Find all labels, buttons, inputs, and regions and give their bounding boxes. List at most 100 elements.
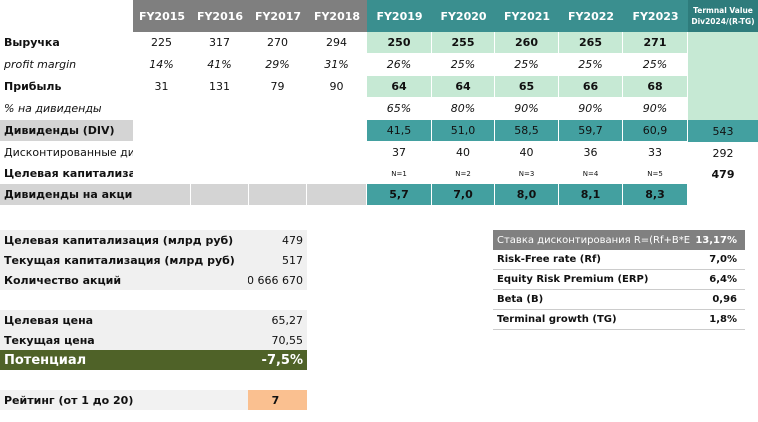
terminal-cell bbox=[688, 54, 758, 76]
cell bbox=[191, 164, 249, 184]
cell: 59,7 bbox=[559, 120, 623, 142]
cell: 58,5 bbox=[495, 120, 559, 142]
cell: 40 bbox=[432, 142, 495, 164]
cell: 31% bbox=[307, 54, 367, 76]
cell: 25% bbox=[432, 54, 495, 76]
cell: 25% bbox=[559, 54, 623, 76]
cell bbox=[249, 120, 307, 142]
row-label: Прибыль bbox=[0, 76, 133, 98]
cell bbox=[307, 120, 367, 142]
discount-value: 1,8% bbox=[690, 310, 745, 330]
cell bbox=[191, 142, 249, 164]
discount-value: 6,4% bbox=[690, 270, 745, 290]
cell: 265 bbox=[559, 32, 623, 54]
cell bbox=[249, 184, 307, 206]
summary-label: Текущая капитализация (млрд руб) bbox=[0, 250, 248, 270]
summary-label: Потенциал bbox=[0, 350, 248, 370]
discount-value: 7,0% bbox=[690, 250, 745, 270]
summary-value: 7 bbox=[248, 390, 307, 410]
summary-label: Целевая капитализация (млрд руб) bbox=[0, 230, 248, 250]
summary-value: 65,27 bbox=[248, 310, 307, 330]
terminal-cell bbox=[688, 32, 758, 54]
cell: 25% bbox=[623, 54, 688, 76]
cell: N=3 bbox=[495, 164, 559, 184]
cell: 131 bbox=[191, 76, 249, 98]
discount-label: Terminal growth (TG) bbox=[493, 310, 690, 330]
cell: 90% bbox=[623, 98, 688, 120]
cell: 51,0 bbox=[432, 120, 495, 142]
row-label: Выручка bbox=[0, 32, 133, 54]
column-header: FY2021 bbox=[503, 9, 551, 23]
terminal-cell: 543 bbox=[688, 120, 758, 142]
cell bbox=[307, 184, 367, 206]
cell: 79 bbox=[249, 76, 307, 98]
header-bg bbox=[688, 0, 758, 32]
cell bbox=[307, 142, 367, 164]
cell: N=2 bbox=[432, 164, 495, 184]
terminal-header: Termnal Value bbox=[693, 6, 753, 15]
cell: 60,9 bbox=[623, 120, 688, 142]
cell: 90% bbox=[495, 98, 559, 120]
cell: 64 bbox=[367, 76, 432, 98]
cell: 294 bbox=[307, 32, 367, 54]
cell: 317 bbox=[191, 32, 249, 54]
column-header: FY2020 bbox=[440, 9, 487, 23]
row-label: Дивиденды (DIV) bbox=[0, 120, 133, 142]
cell: 8,1 bbox=[559, 184, 623, 206]
cell: 26% bbox=[367, 54, 432, 76]
discount-value: 0,96 bbox=[690, 290, 745, 310]
cell: 255 bbox=[432, 32, 495, 54]
cell: 90% bbox=[559, 98, 623, 120]
cell: 25% bbox=[495, 54, 559, 76]
terminal-cell bbox=[688, 98, 758, 120]
cell: N=4 bbox=[559, 164, 623, 184]
terminal-cell bbox=[688, 184, 758, 206]
cell bbox=[133, 184, 191, 206]
cell: 41,5 bbox=[367, 120, 432, 142]
terminal-cell: 292 bbox=[688, 142, 758, 164]
cell: 64 bbox=[432, 76, 495, 98]
cell: N=5 bbox=[623, 164, 688, 184]
row-label: Целевая капитализация (сумма дисконтиров… bbox=[0, 164, 420, 184]
column-header: FY2016 bbox=[196, 9, 244, 23]
cell bbox=[133, 98, 191, 120]
cell: 66 bbox=[559, 76, 623, 98]
cell: 7,0 bbox=[432, 184, 495, 206]
summary-value: 517 bbox=[248, 250, 307, 270]
cell bbox=[249, 164, 307, 184]
column-header: FY2017 bbox=[254, 9, 302, 23]
cell bbox=[249, 142, 307, 164]
discount-label: Equity Risk Premium (ERP) bbox=[493, 270, 690, 290]
summary-value: 7 330 666 670 bbox=[248, 270, 307, 290]
cell: 65% bbox=[367, 98, 432, 120]
summary-value: 70,55 bbox=[248, 330, 307, 350]
row-label: % на дивиденды bbox=[0, 98, 133, 120]
cell: 31 bbox=[133, 76, 191, 98]
cell: 41% bbox=[191, 54, 249, 76]
cell: 68 bbox=[623, 76, 688, 98]
cell: 14% bbox=[133, 54, 191, 76]
cell: 8,3 bbox=[623, 184, 688, 206]
header-bg bbox=[133, 0, 367, 32]
cell: 80% bbox=[432, 98, 495, 120]
summary-label: Рейтинг (от 1 до 20) bbox=[0, 390, 248, 410]
terminal-header: Div2024/(R-TG) bbox=[691, 17, 755, 26]
column-header: FY2018 bbox=[313, 9, 361, 23]
cell bbox=[133, 142, 191, 164]
cell: 271 bbox=[623, 32, 688, 54]
terminal-cell: 479 bbox=[688, 164, 758, 184]
discount-label: Ставка дисконтирования R=(Rf+B*ERP) bbox=[493, 230, 690, 250]
cell bbox=[191, 184, 249, 206]
cell bbox=[307, 164, 367, 184]
summary-label: Целевая цена bbox=[0, 310, 248, 330]
row-label: Дисконтированные дивиденды DIV/(1+R)^N bbox=[0, 142, 263, 164]
cell: 29% bbox=[249, 54, 307, 76]
cell: N=1 bbox=[367, 164, 432, 184]
column-header: FY2022 bbox=[567, 9, 615, 23]
cell: 40 bbox=[495, 142, 559, 164]
summary-label: Текущая цена bbox=[0, 330, 248, 350]
summary-label: Количество акций bbox=[0, 270, 248, 290]
cell: 5,7 bbox=[367, 184, 432, 206]
column-header: FY2019 bbox=[376, 9, 423, 23]
